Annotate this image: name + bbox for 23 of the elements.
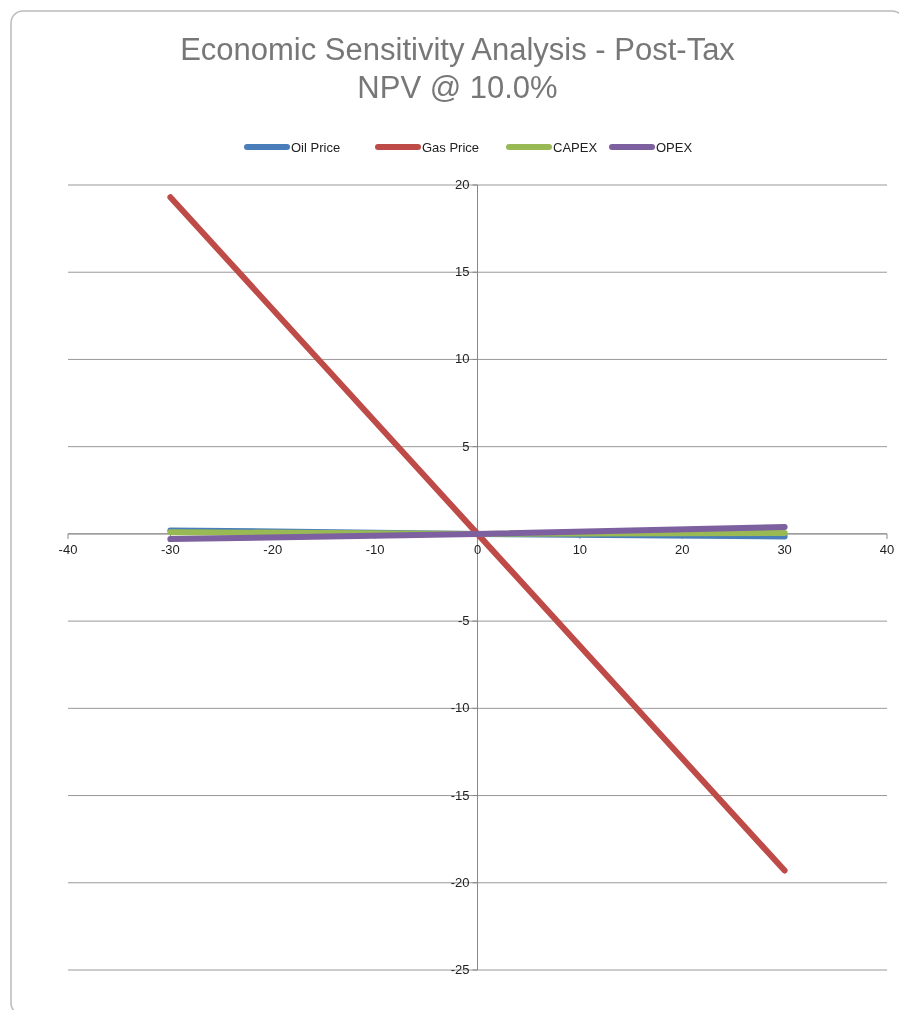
x-tick-label: 40 — [879, 541, 895, 557]
x-tick-label: -30 — [160, 541, 180, 557]
x-tick-label: -10 — [365, 541, 385, 557]
x-tick-label: 20 — [675, 541, 690, 557]
x-tick-label: 10 — [572, 541, 588, 557]
x-tick-label: -40 — [58, 541, 78, 557]
y-tick-label: -5 — [457, 613, 470, 629]
legend-label: Oil Price — [291, 140, 341, 155]
y-tick-label: -15 — [450, 787, 470, 803]
legend-label: OPEX — [656, 140, 693, 155]
y-tick-label: 20 — [455, 177, 470, 192]
x-tick-label: 0 — [473, 541, 482, 557]
x-tick-label: 30 — [777, 541, 792, 557]
chart-title: Economic Sensitivity Analysis - Post-Tax NPV @ 10.0% — [180, 32, 736, 105]
y-tick-label: 15 — [455, 264, 470, 280]
y-tick-label: 10 — [455, 351, 470, 367]
y-tick-label: 5 — [462, 438, 470, 454]
x-tick-label: -20 — [263, 541, 283, 557]
legend-label: CAPEX — [553, 140, 598, 155]
y-tick-label: -10 — [450, 700, 470, 716]
y-tick-label: -25 — [450, 962, 470, 977]
y-tick-label: -20 — [450, 874, 470, 890]
legend-label: Gas Price — [422, 140, 480, 155]
